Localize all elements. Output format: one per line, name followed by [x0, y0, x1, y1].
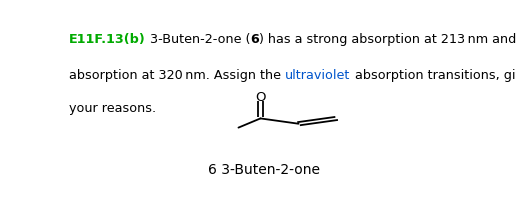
Text: E11F.13(b): E11F.13(b): [69, 33, 146, 46]
Text: 6 3-Buten-2-one: 6 3-Buten-2-one: [208, 163, 320, 177]
Text: ) has a strong absorption at 213 nm and a weaker: ) has a strong absorption at 213 nm and …: [260, 33, 516, 46]
Text: absorption at 320 nm. Assign the: absorption at 320 nm. Assign the: [69, 69, 285, 82]
Text: 6: 6: [251, 33, 260, 46]
Text: absorption transitions, giving: absorption transitions, giving: [351, 69, 516, 82]
Text: O: O: [255, 91, 266, 104]
Text: your reasons.: your reasons.: [69, 102, 156, 115]
Text: ultraviolet: ultraviolet: [285, 69, 351, 82]
Text: 3-Buten-2-one (: 3-Buten-2-one (: [146, 33, 251, 46]
